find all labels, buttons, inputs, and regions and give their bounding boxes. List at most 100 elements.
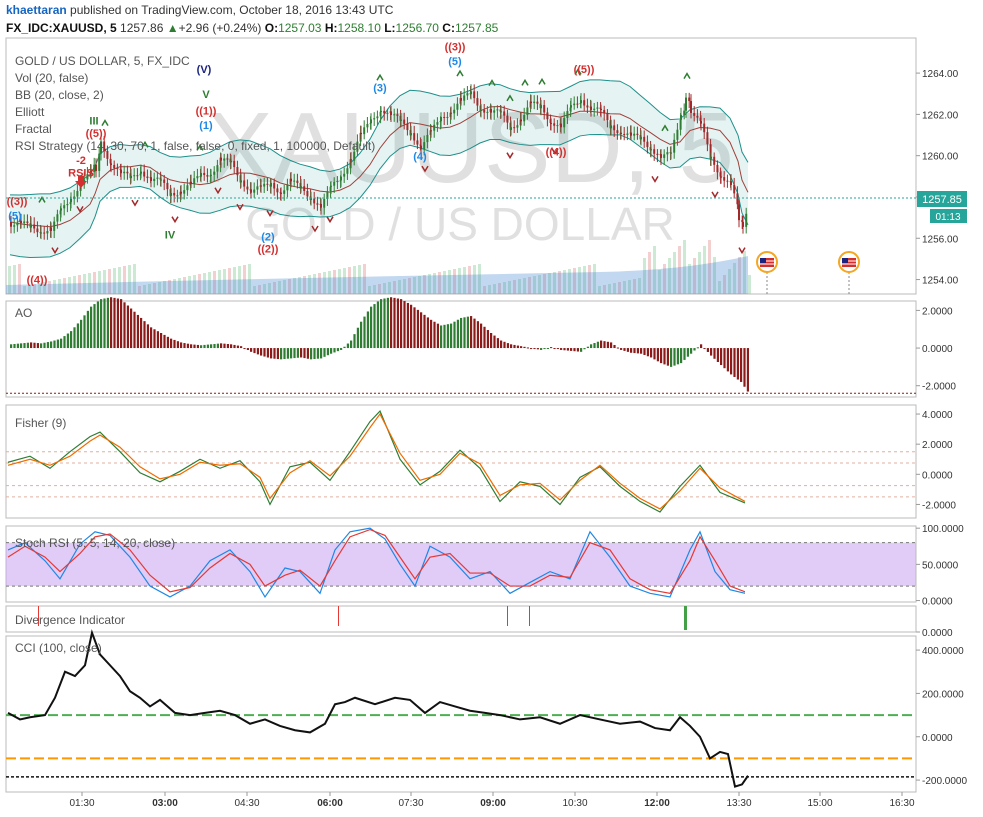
ao-bar bbox=[46, 342, 49, 349]
volume-bar bbox=[603, 285, 606, 294]
legend-elliott[interactable]: Elliott bbox=[15, 105, 45, 119]
volume-bar bbox=[138, 286, 141, 294]
fractal-up-12 bbox=[683, 72, 691, 79]
legend-bb[interactable]: BB (20, close, 2) bbox=[15, 88, 104, 102]
volume-bar bbox=[678, 246, 681, 294]
candle-body bbox=[340, 176, 342, 181]
ao-bar bbox=[516, 345, 519, 349]
volume-bar bbox=[348, 267, 351, 294]
candle-body bbox=[660, 154, 662, 158]
candle-body bbox=[383, 110, 386, 114]
candle-body bbox=[400, 119, 402, 121]
time-label-0: 01:30 bbox=[69, 798, 94, 809]
volume-bar bbox=[103, 270, 106, 294]
candle-body bbox=[210, 174, 212, 176]
candle-body bbox=[616, 130, 619, 134]
cci-title[interactable]: CCI (100, close) bbox=[15, 641, 102, 655]
volume-bar bbox=[463, 267, 466, 294]
volume-bar bbox=[118, 267, 121, 294]
wave-label-12: (2) bbox=[261, 231, 275, 243]
candle-body bbox=[513, 127, 516, 129]
volume-bar bbox=[618, 282, 621, 294]
ao-bar bbox=[556, 348, 559, 350]
candle-body bbox=[550, 123, 552, 125]
ao-bar bbox=[110, 297, 113, 349]
ao-bar bbox=[260, 348, 263, 356]
us-event-flag-2[interactable] bbox=[838, 251, 860, 294]
ao-bar bbox=[323, 348, 326, 357]
fractal-down-3 bbox=[171, 216, 179, 224]
fractal-up-1 bbox=[101, 119, 109, 127]
candle-body bbox=[70, 198, 72, 203]
candle-body bbox=[253, 189, 256, 193]
candle-body bbox=[60, 208, 62, 211]
candle-body bbox=[713, 156, 716, 165]
watermark-name: GOLD / US DOLLAR bbox=[245, 198, 674, 250]
candle-body bbox=[493, 110, 496, 113]
legend-fractal[interactable]: Fractal bbox=[15, 122, 52, 136]
ao-title[interactable]: AO bbox=[15, 306, 32, 320]
volume-bar bbox=[693, 258, 696, 294]
candle-body bbox=[200, 172, 202, 177]
candle-body bbox=[688, 97, 691, 102]
ao-bar bbox=[560, 348, 563, 350]
candle-body bbox=[483, 109, 486, 113]
volume-bar bbox=[713, 257, 716, 294]
volume-bar bbox=[88, 273, 91, 294]
legend-vol[interactable]: Vol (20, false) bbox=[15, 71, 88, 85]
volume-bar bbox=[673, 252, 676, 294]
candle-body bbox=[370, 119, 372, 124]
bb-lower bbox=[9, 133, 749, 258]
candle-body bbox=[560, 123, 562, 128]
legend-rsi-strategy[interactable]: RSI Strategy (14, 30, 70, 1, false, fals… bbox=[15, 139, 375, 153]
candle-body bbox=[106, 151, 109, 159]
volume-bar bbox=[238, 266, 241, 294]
candle-body bbox=[123, 171, 126, 174]
volume-bar bbox=[718, 281, 721, 294]
volume-bar bbox=[688, 264, 691, 294]
fisher-title[interactable]: Fisher (9) bbox=[15, 416, 66, 430]
stoch-axis-label-1: 50.0000 bbox=[922, 560, 959, 571]
divergence-title[interactable]: Divergence Indicator bbox=[15, 613, 125, 627]
ao-bar bbox=[583, 348, 586, 350]
candle-body bbox=[346, 168, 349, 174]
ao-bar bbox=[406, 302, 409, 349]
volume-bar bbox=[213, 271, 216, 294]
us-event-flag-1[interactable] bbox=[756, 251, 778, 294]
price-axis-label-1: 1256.00 bbox=[922, 234, 959, 245]
ao-bar bbox=[430, 319, 433, 349]
volume-bar bbox=[33, 284, 36, 294]
candle-body bbox=[450, 112, 452, 114]
ao-bar bbox=[96, 301, 99, 349]
candle-body bbox=[366, 123, 369, 128]
fractal-down-6 bbox=[266, 210, 274, 217]
volume-bar bbox=[198, 274, 201, 294]
ao-bar bbox=[270, 348, 273, 359]
candle-body bbox=[426, 134, 429, 143]
volume-bar bbox=[353, 266, 356, 294]
volume-bar bbox=[608, 284, 611, 294]
volume-bar bbox=[8, 266, 11, 294]
candle-body bbox=[613, 125, 616, 131]
divergence-pane-frame bbox=[5, 605, 917, 633]
ao-bar bbox=[533, 348, 536, 350]
candle-body bbox=[286, 184, 289, 191]
candle-body bbox=[293, 180, 296, 182]
legend-symbol[interactable]: GOLD / US DOLLAR, 5, FX_IDC bbox=[15, 54, 190, 68]
volume-bar bbox=[183, 277, 186, 294]
candle-body bbox=[193, 178, 196, 184]
candle-body bbox=[696, 115, 699, 118]
candle-body bbox=[46, 230, 49, 234]
ao-bar bbox=[376, 301, 379, 349]
candle-body bbox=[706, 132, 709, 145]
wave-label-11: (1) bbox=[199, 120, 213, 132]
ao-bar bbox=[143, 321, 146, 349]
ao-bar bbox=[356, 327, 359, 349]
stoch-title[interactable]: Stoch RSI (5, 5, 14, 20, close) bbox=[15, 536, 175, 550]
candle-body bbox=[196, 176, 199, 179]
author-link[interactable]: khaettaran bbox=[6, 3, 67, 17]
ao-bar bbox=[30, 342, 33, 349]
ao-bar bbox=[123, 302, 126, 349]
stoch-rsi-lines bbox=[7, 527, 746, 599]
